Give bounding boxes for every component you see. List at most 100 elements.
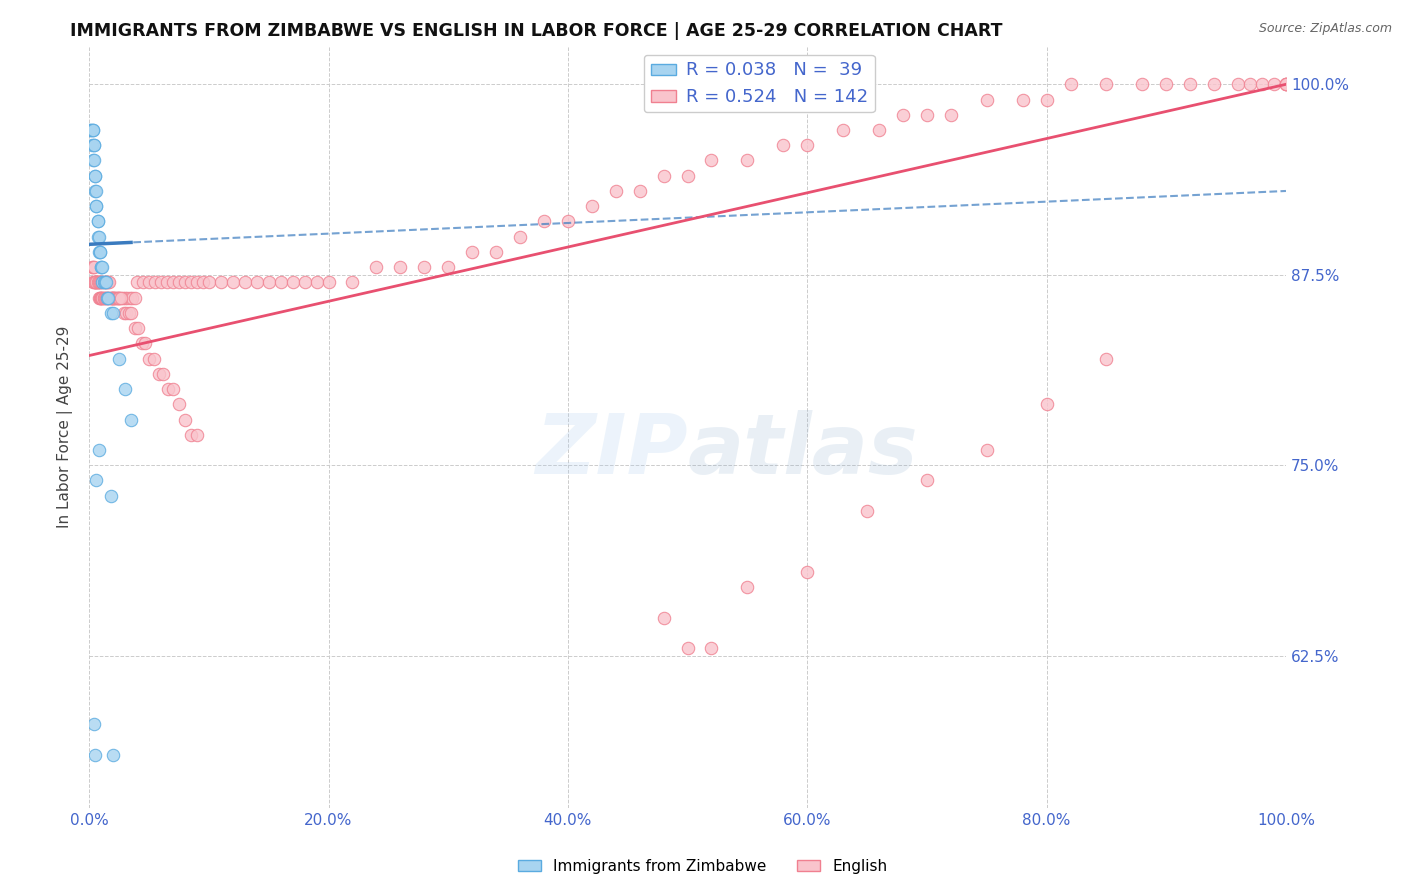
Point [108, 351, 131, 366]
Point [86, 199, 108, 213]
Point [180, 276, 202, 290]
Point [1204, 78, 1226, 92]
Point [89, 291, 111, 305]
Point [1275, 78, 1298, 92]
Point [915, 108, 938, 122]
Point [976, 93, 998, 107]
Point [86, 276, 108, 290]
Point [581, 199, 603, 213]
Point [91, 291, 114, 305]
Point [86, 199, 108, 213]
Point [97, 276, 120, 290]
Point [124, 321, 146, 335]
Point [737, 580, 759, 594]
Point [281, 276, 304, 290]
Point [652, 610, 675, 624]
Point [115, 306, 138, 320]
Point [131, 336, 153, 351]
Point [82, 123, 104, 137]
Point [132, 276, 155, 290]
Point [86, 184, 108, 198]
Point [700, 153, 723, 168]
Point [868, 123, 890, 137]
Point [1156, 78, 1178, 92]
Text: IMMIGRANTS FROM ZIMBABWE VS ENGLISH IN LABOR FORCE | AGE 25-29 CORRELATION CHART: IMMIGRANTS FROM ZIMBABWE VS ENGLISH IN L… [70, 22, 1002, 40]
Point [94, 276, 117, 290]
Point [700, 641, 723, 656]
Legend: Immigrants from Zimbabwe, English: Immigrants from Zimbabwe, English [512, 853, 894, 880]
Point [186, 276, 208, 290]
Point [167, 276, 190, 290]
Point [84, 276, 107, 290]
Point [180, 427, 202, 442]
Point [83, 717, 105, 731]
Point [1035, 93, 1057, 107]
Point [162, 382, 184, 396]
Point [652, 169, 675, 183]
Point [103, 291, 125, 305]
Point [1011, 93, 1033, 107]
Point [114, 382, 136, 396]
Point [605, 184, 627, 198]
Point [87, 291, 110, 305]
Point [104, 291, 127, 305]
Point [191, 276, 214, 290]
Point [82, 153, 104, 168]
Point [186, 427, 208, 442]
Point [94, 291, 117, 305]
Point [112, 306, 135, 320]
Point [174, 276, 197, 290]
Point [89, 244, 111, 259]
Point [413, 260, 436, 275]
Point [87, 244, 110, 259]
Point [294, 276, 316, 290]
Point [82, 123, 104, 137]
Point [90, 276, 112, 290]
Point [143, 276, 166, 290]
Point [101, 291, 124, 305]
Point [80, 123, 103, 137]
Point [101, 306, 124, 320]
Point [198, 276, 221, 290]
Point [86, 276, 108, 290]
Point [1263, 78, 1285, 92]
Point [83, 138, 105, 153]
Point [461, 244, 484, 259]
Point [1227, 78, 1250, 92]
Point [86, 276, 108, 290]
Point [1275, 78, 1298, 92]
Point [93, 276, 115, 290]
Point [91, 260, 114, 275]
Point [366, 260, 388, 275]
Legend: R = 0.038   N =  39, R = 0.524   N = 142: R = 0.038 N = 39, R = 0.524 N = 142 [644, 54, 875, 112]
Point [108, 291, 131, 305]
Point [1275, 78, 1298, 92]
Point [156, 276, 179, 290]
Point [86, 276, 108, 290]
Point [84, 276, 107, 290]
Point [233, 276, 256, 290]
Point [1059, 78, 1081, 92]
Point [318, 276, 340, 290]
Point [93, 291, 115, 305]
Point [90, 291, 112, 305]
Point [856, 504, 879, 518]
Point [222, 276, 245, 290]
Point [138, 276, 160, 290]
Point [90, 291, 112, 305]
Point [107, 291, 129, 305]
Point [84, 169, 107, 183]
Point [93, 276, 115, 290]
Point [100, 291, 122, 305]
Point [976, 442, 998, 457]
Point [832, 123, 855, 137]
Point [796, 138, 818, 153]
Point [84, 169, 107, 183]
Point [86, 276, 108, 290]
Point [79, 123, 101, 137]
Point [125, 276, 148, 290]
Point [167, 397, 190, 411]
Point [90, 260, 112, 275]
Point [117, 291, 139, 305]
Point [86, 276, 108, 290]
